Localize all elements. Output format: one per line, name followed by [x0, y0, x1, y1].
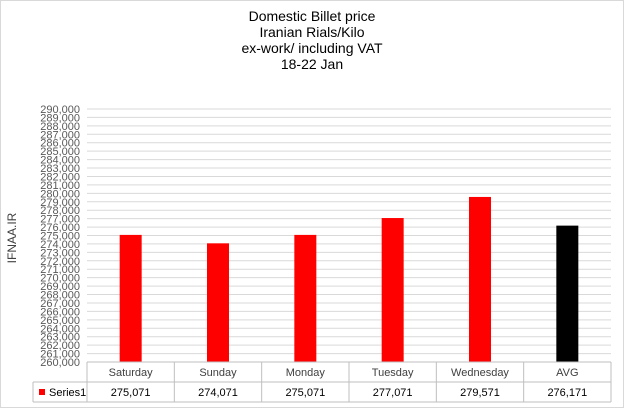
y-tick-label: 277,000	[40, 214, 80, 226]
category-label: Sunday	[199, 367, 237, 379]
category-label: Monday	[286, 367, 326, 379]
chart-subtitle-dates: 18-22 Jan	[280, 56, 344, 72]
y-axis-label: IFNAA.IR	[5, 212, 19, 263]
bar-wednesday	[469, 196, 491, 362]
chart-title: Domestic Billet price	[248, 8, 376, 24]
y-tick-label: 262,000	[40, 340, 80, 352]
category-label: Saturday	[109, 367, 154, 379]
y-tick-label: 270,000	[40, 273, 80, 285]
category-label: Tuesday	[372, 367, 414, 379]
y-tick-label: 274,000	[40, 239, 80, 251]
data-table-value: 276,171	[547, 387, 587, 399]
y-tick-label: 275,000	[40, 231, 80, 243]
y-tick-label: 281,000	[40, 180, 80, 192]
data-table-value: 274,071	[198, 387, 238, 399]
y-tick-label: 266,000	[40, 306, 80, 318]
y-tick-label: 290,000	[40, 104, 80, 116]
y-tick-label: 260,000	[40, 357, 80, 369]
data-table-value: 277,071	[373, 387, 413, 399]
bar-tuesday	[381, 218, 404, 362]
y-tick-label: 282,000	[40, 171, 80, 183]
y-tick-label: 267,000	[40, 298, 80, 310]
legend-swatch	[39, 389, 45, 395]
category-label: Wednesday	[451, 367, 509, 379]
y-tick-label: 269,000	[40, 281, 80, 293]
bar-monday	[294, 234, 317, 362]
data-table-value: 275,071	[111, 387, 151, 399]
y-tick-label: 288,000	[40, 121, 80, 133]
data-table: Saturday 275,071 Sunday 274,071 Monday 275,07…	[32, 361, 612, 403]
data-table-value: 279,571	[460, 387, 500, 399]
y-tick-label: 280,000	[40, 188, 80, 200]
y-tick-label: 272,000	[40, 256, 80, 268]
y-tick-label: 283,000	[40, 163, 80, 175]
chart-subtitle-units: Iranian Rials/Kilo	[259, 24, 365, 40]
y-tick-label: 289,000	[40, 112, 80, 124]
y-tick-label: 268,000	[40, 290, 80, 302]
y-tick-label: 287,000	[40, 129, 80, 141]
y-tick-label: 276,000	[40, 222, 80, 234]
chart-subtitle-terms: ex-work/ including VAT	[241, 40, 383, 56]
gridlines	[87, 108, 611, 363]
y-tick-label: 263,000	[40, 332, 80, 344]
y-tick-label: 285,000	[40, 146, 80, 158]
y-tick-label: 273,000	[40, 247, 80, 259]
bar-avg	[556, 225, 579, 362]
y-axis-tick-labels: 260,000261,000262,000263,000264,000265,0…	[40, 104, 80, 369]
y-tick-label: 284,000	[40, 155, 80, 167]
chart-title-block: Domestic Billet price Iranian Rials/Kilo…	[0, 8, 624, 72]
y-tick-label: 261,000	[40, 349, 80, 361]
legend-label: Series1	[49, 387, 86, 399]
y-tick-label: 278,000	[40, 205, 80, 217]
y-tick-label: 271,000	[40, 264, 80, 276]
y-tick-label: 279,000	[40, 197, 80, 209]
y-tick-label: 286,000	[40, 138, 80, 150]
bar-saturday	[119, 234, 142, 362]
y-tick-label: 264,000	[40, 323, 80, 335]
bar-sunday	[207, 243, 229, 362]
bars	[119, 196, 579, 362]
category-label: AVG	[556, 367, 578, 379]
y-tick-label: 265,000	[40, 315, 80, 327]
data-table-value: 275,071	[285, 387, 325, 399]
